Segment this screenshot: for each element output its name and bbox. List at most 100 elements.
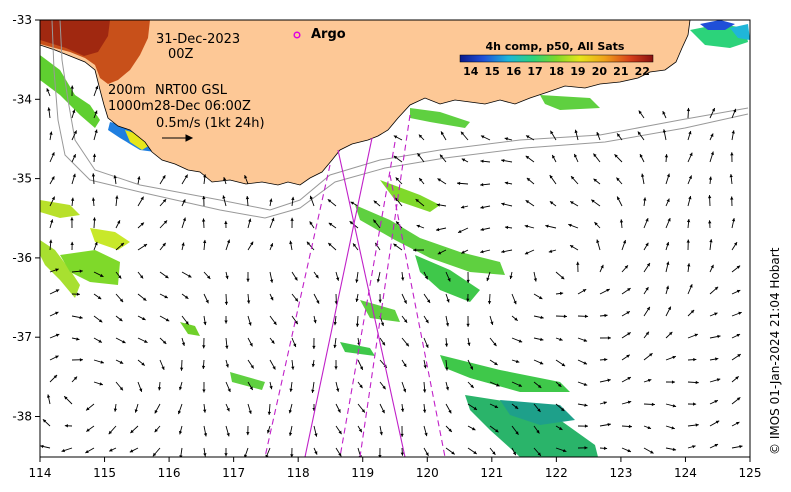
current-vector bbox=[49, 311, 59, 317]
current-vector bbox=[445, 271, 451, 282]
current-vector bbox=[49, 152, 55, 163]
current-vector bbox=[489, 447, 496, 456]
current-vector bbox=[247, 241, 254, 251]
current-vector bbox=[461, 249, 469, 254]
sst-patch bbox=[700, 20, 735, 30]
contour-200-label: 200m bbox=[108, 83, 145, 98]
current-vector bbox=[49, 239, 53, 251]
y-tick-label: -36 bbox=[12, 251, 32, 265]
current-vector bbox=[709, 334, 721, 339]
current-vector bbox=[730, 152, 734, 163]
current-vector bbox=[599, 401, 607, 405]
x-tick-label: 114 bbox=[29, 466, 52, 480]
current-vector bbox=[159, 242, 167, 251]
plot-frame bbox=[39, 19, 751, 458]
credit-text: © IMOS 01-Jan-2024 21:04 Hobart bbox=[768, 247, 782, 455]
current-vector bbox=[687, 195, 692, 207]
current-vector bbox=[731, 217, 736, 229]
current-vector bbox=[91, 173, 96, 185]
x-tick-label: 119 bbox=[351, 466, 374, 480]
current-vector bbox=[335, 403, 341, 413]
current-vector bbox=[134, 403, 139, 413]
current-vector bbox=[64, 424, 73, 428]
current-vector bbox=[445, 315, 450, 327]
current-vector bbox=[731, 108, 737, 119]
sst-patch bbox=[180, 322, 200, 336]
current-vector bbox=[526, 177, 535, 185]
current-vector bbox=[379, 381, 386, 390]
current-vector bbox=[416, 224, 425, 229]
x-tick-label: 120 bbox=[416, 466, 439, 480]
current-vector bbox=[687, 263, 691, 273]
current-vector bbox=[49, 333, 60, 339]
current-vector bbox=[93, 293, 102, 300]
current-vector bbox=[267, 403, 272, 415]
current-vector bbox=[643, 447, 654, 454]
current-vector bbox=[709, 107, 716, 119]
current-vector bbox=[574, 129, 579, 141]
current-vector bbox=[247, 337, 253, 347]
current-vector bbox=[466, 271, 470, 283]
current-vector bbox=[70, 217, 74, 229]
current-vector bbox=[511, 381, 523, 387]
current-vector bbox=[313, 425, 318, 437]
current-vector bbox=[423, 337, 429, 349]
current-vector bbox=[621, 400, 632, 405]
current-vector bbox=[599, 422, 611, 427]
vector-scale-label: 0.5m/s (1kt 24h) bbox=[156, 116, 265, 131]
colorbar-tick-label: 16 bbox=[506, 65, 522, 78]
current-vector bbox=[312, 337, 316, 349]
current-vector bbox=[115, 315, 123, 322]
current-vector bbox=[291, 359, 295, 370]
current-vector bbox=[291, 337, 297, 348]
source-date-label: 28-Dec 06:00Z bbox=[154, 99, 251, 114]
x-tick-label: 125 bbox=[739, 466, 762, 480]
current-vector bbox=[244, 174, 249, 185]
sst-patch bbox=[40, 55, 100, 128]
colorbar-tick-label: 14 bbox=[463, 65, 479, 78]
current-vector bbox=[93, 110, 98, 119]
current-vector bbox=[643, 217, 649, 229]
satellite-tracks bbox=[264, 114, 446, 457]
current-vector bbox=[291, 271, 298, 281]
current-vector bbox=[599, 264, 604, 273]
current-vector bbox=[49, 219, 54, 229]
current-vector bbox=[555, 359, 566, 367]
sst-patch bbox=[90, 228, 130, 250]
current-vector bbox=[460, 205, 469, 209]
x-tick-label: 123 bbox=[609, 466, 632, 480]
current-vector bbox=[489, 381, 500, 387]
current-vector bbox=[269, 315, 277, 326]
x-tick-label: 116 bbox=[158, 466, 181, 480]
current-vector bbox=[93, 241, 98, 251]
current-vector bbox=[621, 332, 631, 339]
current-vector bbox=[640, 173, 645, 185]
current-vector bbox=[731, 289, 741, 295]
current-vector bbox=[70, 197, 75, 207]
current-vector bbox=[93, 359, 105, 364]
current-vector bbox=[599, 288, 610, 295]
current-vector bbox=[159, 359, 165, 371]
current-vector bbox=[137, 243, 148, 251]
current-vector bbox=[439, 154, 447, 163]
x-tick-label: 121 bbox=[480, 466, 503, 480]
current-vector bbox=[159, 175, 166, 185]
current-vector bbox=[445, 425, 453, 433]
current-vector bbox=[400, 271, 405, 281]
current-vector bbox=[224, 220, 228, 229]
current-vector bbox=[247, 403, 252, 415]
current-vector bbox=[686, 218, 691, 229]
current-vector bbox=[643, 425, 652, 430]
current-vector bbox=[202, 381, 206, 393]
current-vector bbox=[49, 131, 53, 141]
current-vector bbox=[203, 271, 211, 280]
bathymetry-contours bbox=[51, 20, 749, 219]
sst-patch bbox=[360, 300, 400, 322]
current-vector bbox=[687, 357, 697, 362]
current-vector bbox=[466, 293, 470, 302]
current-vector bbox=[179, 359, 184, 371]
current-vector bbox=[423, 425, 428, 437]
current-vector bbox=[665, 217, 671, 229]
sst-patch bbox=[355, 205, 505, 275]
current-vector bbox=[333, 337, 337, 349]
